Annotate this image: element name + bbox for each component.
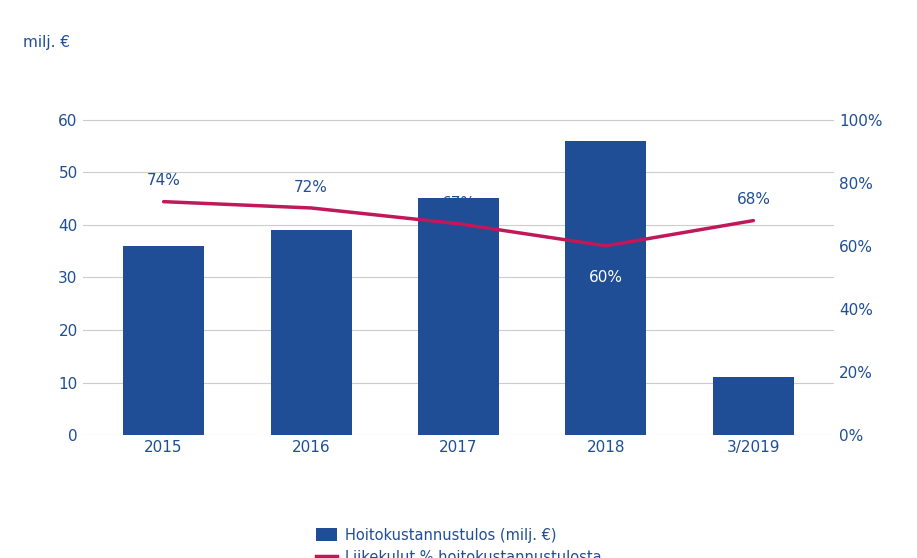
Bar [418,199,499,435]
Text: 67%: 67% [441,196,476,210]
Text: 68%: 68% [736,193,770,208]
Bar [271,230,351,435]
Text: 60%: 60% [589,270,623,285]
Bar [566,141,646,435]
Legend: Hoitokustannustulos (milj. €), Liikekulut % hoitokustannustulosta: Hoitokustannustulos (milj. €), Liikekulu… [311,523,606,558]
Text: milj. €: milj. € [23,35,70,50]
Text: 72%: 72% [294,180,328,195]
Bar [123,246,204,435]
Text: 74%: 74% [147,174,181,189]
Bar [713,377,794,435]
